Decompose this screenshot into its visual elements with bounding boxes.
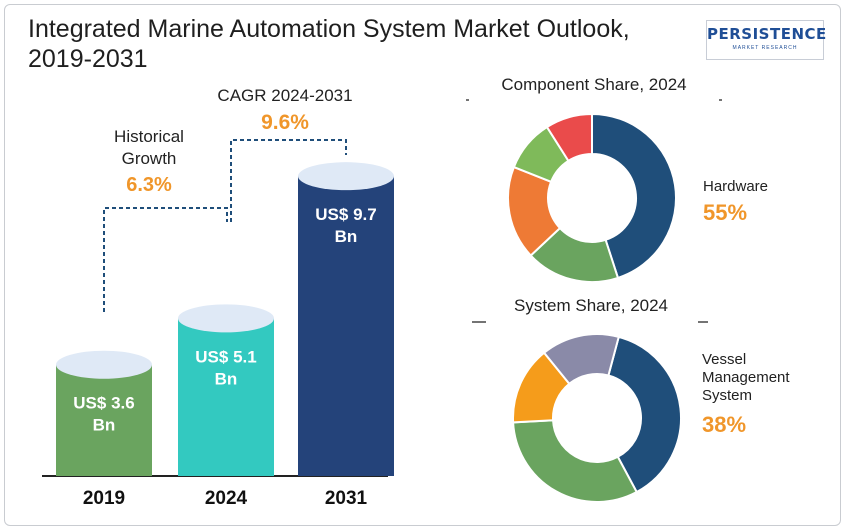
bar-value-label-2019: US$ 3.6 (73, 394, 134, 413)
bar-top-2019 (56, 350, 152, 379)
bar-top-2024 (178, 304, 274, 333)
x-tick-2019: 2019 (83, 488, 125, 509)
historical-label-line2: Growth (122, 149, 177, 168)
bar-series: US$ 3.6 Bn 2019 US$ 5.1 Bn 2024 US$ 9.7 Bn 2031 (56, 162, 394, 509)
component-title-bg (469, 86, 719, 112)
donut1-slice-0 (591, 112, 677, 280)
system-highlight-value: 38% (702, 412, 746, 437)
x-tick-2031: 2031 (325, 488, 368, 509)
system-title-bg (486, 306, 698, 332)
x-tick-2024: 2024 (205, 488, 248, 509)
brand-logo: PERSISTENCE MARKET RESEARCH (706, 20, 827, 60)
component-share-title: Component Share, 2024 (501, 75, 686, 94)
historical-label-line1: Historical (114, 127, 184, 146)
bar-2031 (298, 176, 394, 476)
bar-value-label-2024: US$ 5.1 (195, 347, 256, 366)
cagr-connector (230, 139, 347, 222)
system-donut (512, 333, 682, 503)
donut2-slice-1 (512, 419, 639, 503)
logo-wordmark: PERSISTENCE (707, 25, 827, 43)
historical-connector (103, 207, 228, 312)
logo-tagline: MARKET RESEARCH (732, 45, 798, 51)
component-donut (507, 112, 677, 283)
historical-growth-value: 6.3% (126, 174, 172, 196)
system-highlight-label-line3: System (702, 387, 752, 404)
infographic-frame (4, 4, 841, 526)
component-highlight-label: Hardware (703, 178, 768, 195)
bar-value-label-2031: US$ 9.7 (315, 205, 376, 224)
bar-value-unit-2019: Bn (93, 416, 116, 435)
system-share-title: System Share, 2024 (514, 296, 668, 315)
bar-2019 (56, 364, 152, 476)
donut2-slice-0 (607, 335, 682, 494)
system-highlight-label-line1: Vessel (702, 351, 746, 368)
bar-2024 (178, 318, 274, 476)
cagr-value: 9.6% (261, 111, 309, 134)
system-highlight-label-line2: Management (702, 369, 790, 386)
cagr-label: CAGR 2024-2031 (217, 86, 352, 105)
donut1-slice-4 (545, 112, 593, 163)
page-title: Integrated Marine Automation System Mark… (28, 15, 630, 73)
bar-value-unit-2031: Bn (335, 227, 358, 246)
bar-value-unit-2024: Bn (215, 369, 238, 388)
component-highlight-value: 55% (703, 200, 747, 225)
bar-top-2031 (298, 162, 394, 191)
donut2-slice-3 (542, 333, 620, 386)
